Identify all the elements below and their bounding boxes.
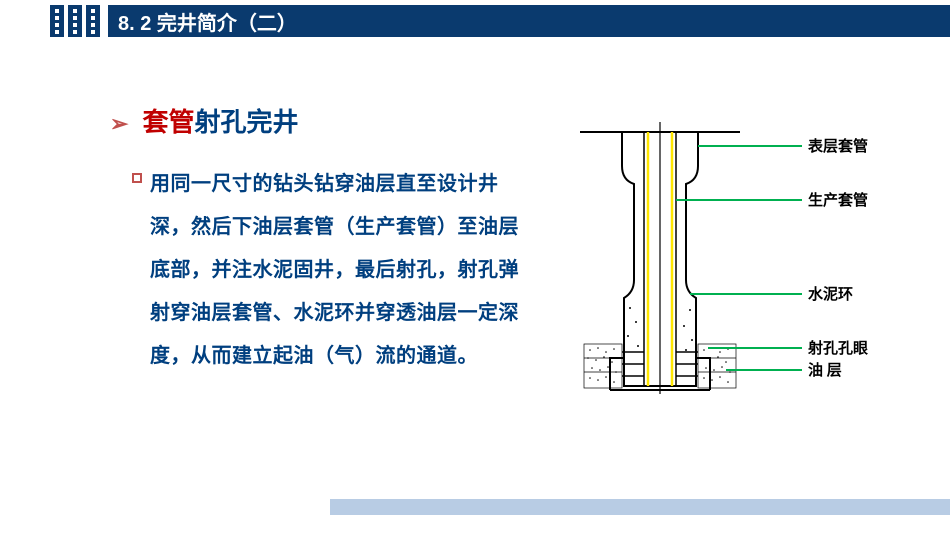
slide-header: 8. 2 完井简介（二） [0,0,950,42]
label-production-casing: 生产套管 [808,191,868,209]
heading-blue: 射孔完井 [194,107,298,137]
label-cement-ring: 水泥环 [808,285,853,303]
footer-bar [330,499,950,515]
label-oil-layer: 油 层 [808,361,842,379]
body-row: 用同一尺寸的钻头钻穿油层直至设计井深，然后下油层套管（生产套管）至油层底部，并注… [132,163,530,378]
text-column: ➢ 套管射孔完井 用同一尺寸的钻头钻穿油层直至设计井深，然后下油层套管（生产套管… [110,102,530,417]
section-heading: ➢ 套管射孔完井 [110,102,530,139]
header-title: 8. 2 完井简介（二） [108,5,950,37]
body-text: 用同一尺寸的钻头钻穿油层直至设计井深，然后下油层套管（生产套管）至油层底部，并注… [150,163,530,378]
chevron-icon: ➢ [110,111,128,137]
bullet-square-icon [132,173,142,183]
label-perforation: 射孔孔眼 [807,339,868,357]
well-diagram: 表层套管 生产套管 水泥环 射孔孔眼 油 层 [540,122,900,412]
diagram-column: 表层套管 生产套管 水泥环 射孔孔眼 油 层 [540,122,900,417]
heading-red: 套管 [142,107,194,137]
label-surface-casing: 表层套管 [808,137,868,155]
header-bars-icon [50,5,100,37]
content-area: ➢ 套管射孔完井 用同一尺寸的钻头钻穿油层直至设计井深，然后下油层套管（生产套管… [0,42,950,417]
